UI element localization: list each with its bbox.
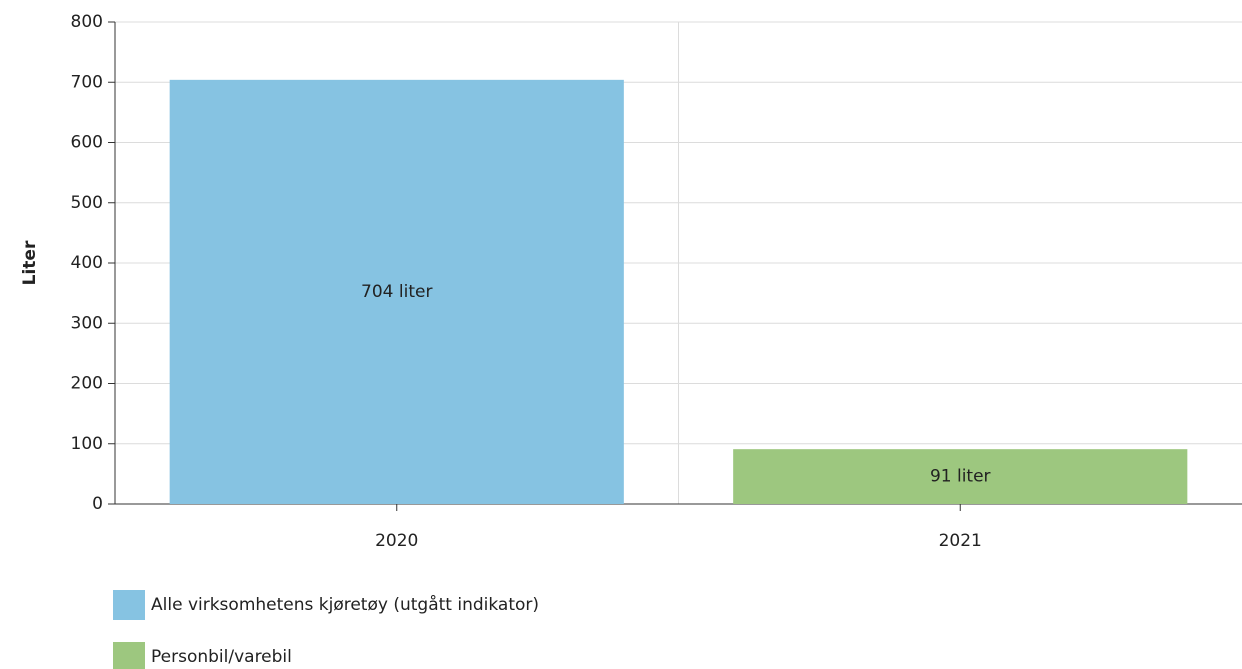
y-tick-label: 800 xyxy=(71,12,103,32)
bar xyxy=(733,449,1188,504)
y-tick-label: 500 xyxy=(71,193,103,213)
legend-label: Alle virksomhetens kjøretøy (utgått indi… xyxy=(151,594,539,615)
y-tick-label: 100 xyxy=(71,434,103,454)
y-tick-label: 300 xyxy=(71,313,103,333)
y-tick-label: 700 xyxy=(71,72,103,92)
legend-label: Personbil/varebil xyxy=(151,647,292,667)
value-label: 704 liter xyxy=(361,282,432,302)
legend-swatch xyxy=(113,642,145,669)
y-tick-label: 200 xyxy=(71,374,103,394)
y-tick-label: 600 xyxy=(71,133,103,153)
x-tick-label: 2021 xyxy=(939,531,982,551)
y-axis-label: Liter xyxy=(20,240,40,285)
x-tick-label: 2020 xyxy=(375,531,418,551)
y-tick-label: 0 xyxy=(92,494,103,514)
legend-swatch xyxy=(113,590,145,620)
bar xyxy=(169,79,624,504)
value-label: 91 liter xyxy=(930,467,991,487)
y-tick-label: 400 xyxy=(71,253,103,273)
